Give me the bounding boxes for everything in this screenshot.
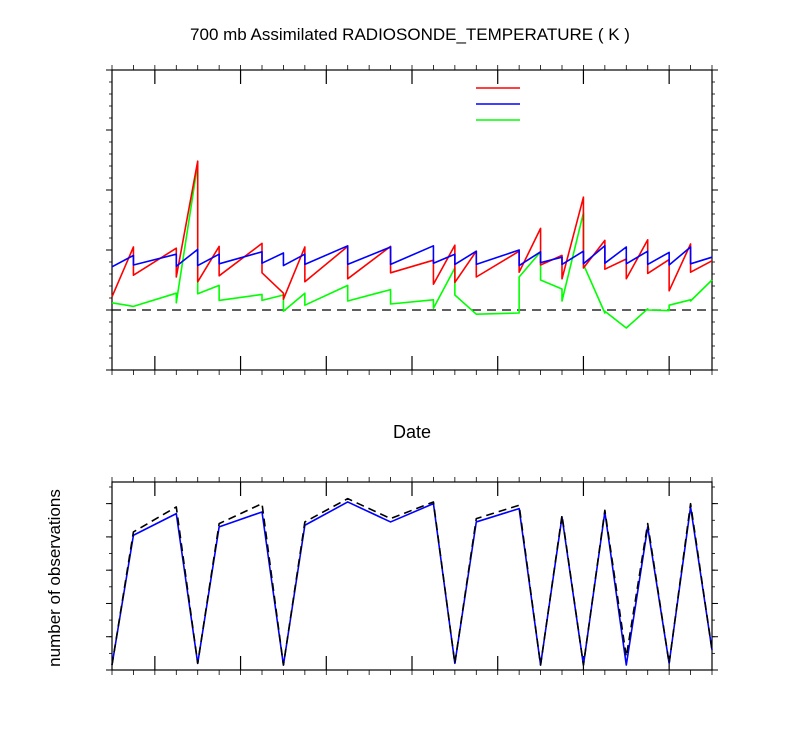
top-chart bbox=[106, 65, 718, 375]
chart-title: 700 mb Assimilated RADIOSONDE_TEMPERATUR… bbox=[190, 25, 630, 44]
series-line-rmse bbox=[111, 160, 713, 301]
bottom-y-axis-label: number of observations bbox=[45, 489, 64, 667]
bottom-chart bbox=[106, 477, 718, 675]
plot-frame bbox=[111, 481, 713, 671]
series-line-bias-o-f bbox=[111, 162, 713, 329]
series-line-obs-possible bbox=[111, 497, 713, 666]
top-x-axis-label: Date bbox=[393, 422, 431, 442]
series-line-sprd-ob-error bbox=[111, 245, 713, 268]
